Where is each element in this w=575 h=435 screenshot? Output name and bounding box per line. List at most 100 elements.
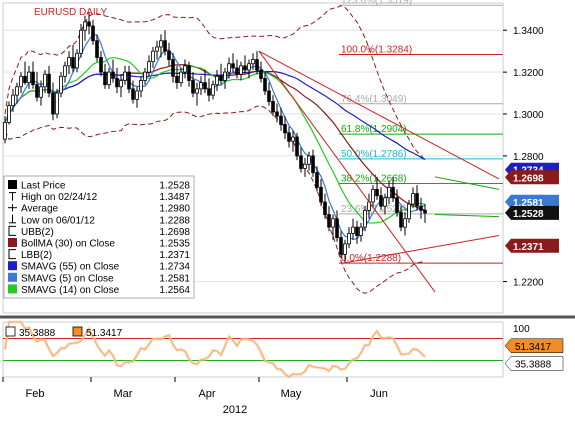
candle-body-57 <box>231 63 235 69</box>
candle-body-70 <box>283 124 287 134</box>
fib-level-label-5: 38.2%(1.2668) <box>341 174 407 185</box>
rsi-tag-bg-1 <box>504 356 564 371</box>
candle-body-0 <box>3 121 7 140</box>
rsi-line-shadow <box>3 320 427 379</box>
candle-body-76 <box>307 155 311 165</box>
price-tag-label-3: 1.2528 <box>513 209 544 220</box>
support-line <box>342 235 500 264</box>
price-tag-bg-1 <box>505 170 559 185</box>
legend-marker-6 <box>8 249 16 260</box>
candle-body-94 <box>379 195 383 207</box>
legend-name-4: UBB(2) <box>21 227 54 238</box>
candle-body-68 <box>275 111 279 117</box>
candle-body-5 <box>23 75 27 83</box>
fib-level-label-0: 123.6%(1.3519) <box>341 0 412 6</box>
candle-body-72 <box>291 136 295 142</box>
candle-body-96 <box>387 186 391 199</box>
candle-body-50 <box>203 82 207 90</box>
candle-body-12 <box>51 92 55 115</box>
legend-name-9: SMAVG (14) on Close <box>21 285 120 296</box>
rsi-panel: 35.3888 51.3417 100 51.3417 35.3888 <box>3 320 564 379</box>
candle-body-38 <box>155 46 159 52</box>
candle-body-17 <box>71 57 75 69</box>
candle-body-67 <box>271 101 275 113</box>
candle-body-60 <box>243 65 247 71</box>
candle-body-63 <box>255 59 259 71</box>
month-label-apr: Apr <box>198 388 215 400</box>
candle-body-42 <box>171 59 175 77</box>
legend-value-5: 1.2535 <box>159 239 190 250</box>
price-tag-4: 1.2371 <box>505 238 559 253</box>
candle-body-32 <box>131 88 135 100</box>
candle-body-39 <box>159 40 163 48</box>
price-tag-label-2: 1.2581 <box>513 198 544 209</box>
candle-body-86 <box>347 233 351 245</box>
candle-body-104 <box>419 205 423 211</box>
candle-body-88 <box>355 226 359 236</box>
candle-body-41 <box>167 50 171 60</box>
candle-body-18 <box>75 52 79 69</box>
candle-body-29 <box>119 80 123 88</box>
rsi-legend-label-0: 35.3888 <box>19 328 56 339</box>
candle-body-6 <box>27 71 31 83</box>
price-tag-bg-4 <box>505 238 559 253</box>
trend-lines <box>258 50 500 293</box>
sma-5 <box>4 33 426 240</box>
candle-body-7 <box>31 71 35 86</box>
price-tag-3: 1.2528 <box>505 205 559 220</box>
sma-14 <box>4 56 426 224</box>
candle-body-44 <box>179 71 183 83</box>
rsi-tag-label-1: 35.3888 <box>515 360 552 371</box>
candle-body-55 <box>223 71 227 81</box>
legend-marker-0 <box>8 180 17 189</box>
candle-body-66 <box>267 90 271 102</box>
candle-body-27 <box>111 71 115 79</box>
channel-bottom-line <box>434 214 500 218</box>
fib-level-label-6: 23.6%(1.2523) <box>341 204 407 215</box>
candle-body-100 <box>403 218 407 228</box>
legend-name-3: Low on 06/01/12 <box>21 215 95 226</box>
year-label: 2012 <box>223 404 247 416</box>
candle-body-36 <box>147 61 151 73</box>
legend-value-6: 1.2371 <box>159 250 190 261</box>
candle-body-56 <box>227 63 231 73</box>
candle-body-79 <box>319 186 323 203</box>
fib-level-label-2: 76.4%(1.3049) <box>341 94 407 105</box>
candle-body-1 <box>7 105 11 123</box>
legend-value-7: 1.2734 <box>159 262 190 273</box>
rsi-legend-label-1: 51.3417 <box>86 328 123 339</box>
lower-bollinger-band <box>4 105 426 294</box>
candle-body-77 <box>311 155 315 174</box>
y-tick-label-2: 1.3000 <box>513 110 544 121</box>
candle-body-80 <box>323 201 327 215</box>
candle-body-98 <box>395 197 399 213</box>
fib-level-label-1: 100.0%(1.3284) <box>341 45 412 56</box>
month-label-may: May <box>281 388 302 400</box>
candle-body-22 <box>91 25 95 42</box>
candle-body-59 <box>239 65 243 75</box>
price-axis: 1.3400 1.3200 1.3000 1.2800 1.2200 <box>503 26 544 289</box>
candle-body-13 <box>55 92 59 115</box>
fib-level-label-4: 50.0%(1.2786) <box>341 149 407 160</box>
candle-body-85 <box>343 243 347 255</box>
fibonacci-levels: 123.6%(1.3519) 100.0%(1.3284) 76.4%(1.3049… <box>339 0 503 264</box>
candle-body-93 <box>375 189 379 197</box>
rsi-tag-label-0: 51.3417 <box>515 342 552 353</box>
candle-body-4 <box>19 75 23 88</box>
candle-body-74 <box>299 155 303 169</box>
legend-value-8: 1.2581 <box>159 273 190 284</box>
candle-body-37 <box>151 50 155 63</box>
candle-body-14 <box>59 75 63 94</box>
candle-body-15 <box>63 65 67 77</box>
candle-body-53 <box>215 75 219 86</box>
candle-body-23 <box>95 40 99 58</box>
legend-value-9: 1.2564 <box>159 285 190 296</box>
candle-body-103 <box>415 193 419 207</box>
price-tag-2: 1.2581 <box>505 194 559 209</box>
bollinger-bands <box>4 5 426 294</box>
resistance-line <box>258 50 500 180</box>
month-label-mar: Mar <box>114 388 133 400</box>
candle-body-95 <box>383 197 387 207</box>
y-tick-label-0: 1.3400 <box>513 26 544 37</box>
